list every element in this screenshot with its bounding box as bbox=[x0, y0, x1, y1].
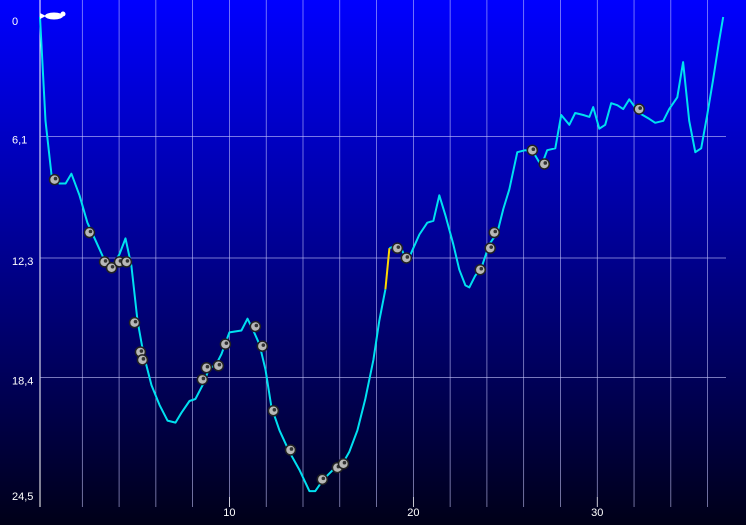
event-marker-dot bbox=[342, 460, 347, 465]
event-marker bbox=[484, 242, 496, 254]
event-marker bbox=[200, 361, 213, 374]
event-marker-dot bbox=[141, 357, 146, 361]
event-marker-dot bbox=[53, 176, 58, 181]
event-marker-dot bbox=[125, 259, 130, 263]
event-marker bbox=[316, 473, 329, 486]
event-marker bbox=[256, 340, 269, 352]
event-marker bbox=[219, 338, 232, 350]
event-marker bbox=[284, 444, 297, 456]
x-tick-label: 30 bbox=[591, 507, 603, 519]
event-marker bbox=[212, 359, 225, 372]
event-marker-dot bbox=[254, 323, 259, 328]
event-marker bbox=[526, 144, 539, 156]
event-marker bbox=[633, 103, 645, 115]
event-marker-dot bbox=[489, 245, 494, 249]
event-marker-dot bbox=[493, 229, 498, 234]
y-tick-label: 12,3 bbox=[12, 256, 33, 268]
event-marker-dot bbox=[638, 106, 642, 110]
event-marker bbox=[337, 457, 350, 470]
event-marker bbox=[391, 242, 404, 254]
y-tick-label: 0 bbox=[12, 16, 18, 28]
event-marker bbox=[538, 158, 551, 170]
y-tick-label: 24,5 bbox=[12, 491, 33, 503]
event-marker bbox=[249, 320, 262, 333]
event-marker bbox=[267, 405, 280, 417]
event-marker-dot bbox=[224, 341, 229, 345]
event-marker-dot bbox=[133, 319, 138, 324]
event-marker-dot bbox=[139, 349, 144, 353]
event-marker-dot bbox=[321, 476, 326, 481]
event-marker bbox=[474, 263, 487, 276]
profile-line bbox=[384, 248, 391, 290]
event-marker bbox=[400, 252, 413, 264]
event-marker bbox=[488, 226, 501, 239]
event-marker-dot bbox=[396, 245, 401, 249]
event-marker-dot bbox=[261, 343, 266, 347]
event-marker bbox=[120, 256, 133, 268]
event-marker-dot bbox=[479, 266, 484, 271]
event-marker-dot bbox=[543, 161, 548, 165]
event-marker-dot bbox=[272, 407, 277, 412]
event-marker-dot bbox=[205, 364, 210, 369]
event-marker-dot bbox=[110, 264, 115, 269]
event-marker bbox=[48, 173, 61, 186]
y-tick-label: 6,1 bbox=[12, 134, 27, 146]
event-marker bbox=[196, 373, 209, 386]
event-marker-dot bbox=[201, 376, 206, 381]
diver-icon bbox=[40, 11, 66, 20]
event-marker-dot bbox=[103, 259, 108, 263]
event-marker bbox=[128, 316, 141, 329]
event-marker bbox=[83, 226, 96, 239]
event-marker-dot bbox=[405, 255, 410, 259]
x-tick-label: 20 bbox=[407, 507, 419, 519]
event-marker-dot bbox=[217, 362, 222, 367]
event-marker bbox=[105, 262, 118, 274]
event-marker-dot bbox=[531, 147, 536, 152]
event-marker bbox=[136, 354, 149, 366]
y-tick-label: 18,4 bbox=[12, 375, 33, 387]
x-tick-label: 10 bbox=[223, 507, 235, 519]
event-marker-dot bbox=[289, 447, 294, 451]
event-marker-dot bbox=[88, 229, 93, 234]
